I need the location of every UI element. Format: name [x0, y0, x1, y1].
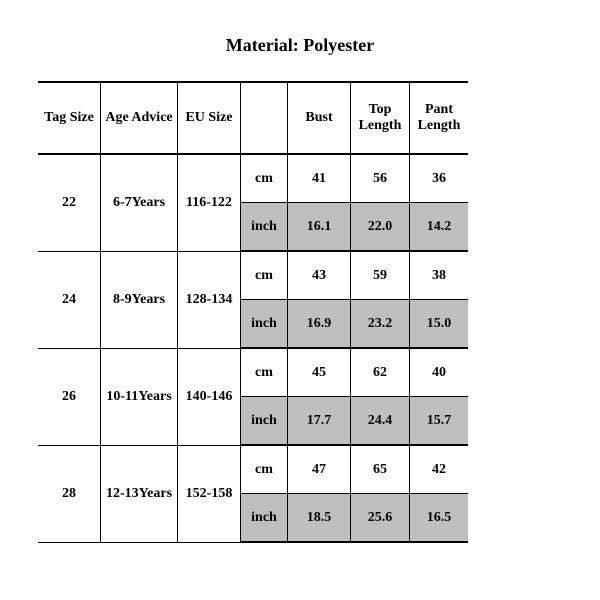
cell-pant-cm: 40	[410, 348, 469, 397]
cell-eu: 152-158	[178, 445, 241, 542]
table-row: 248-9Years128-134cm435938	[38, 251, 468, 300]
cell-age: 6-7Years	[101, 154, 178, 251]
cell-tag: 28	[38, 445, 101, 542]
cell-top-cm: 56	[351, 154, 410, 203]
cell-age: 8-9Years	[101, 251, 178, 348]
cell-unit-inch: inch	[241, 203, 288, 252]
cell-top-cm: 59	[351, 251, 410, 300]
header-eu-size: EU Size	[178, 82, 241, 154]
cell-age: 12-13Years	[101, 445, 178, 542]
cell-bust-inch: 18.5	[288, 494, 351, 543]
header-top-length: Top Length	[351, 82, 410, 154]
cell-eu: 128-134	[178, 251, 241, 348]
header-bust: Bust	[288, 82, 351, 154]
cell-top-cm: 62	[351, 348, 410, 397]
header-tag-size: Tag Size	[38, 82, 101, 154]
cell-pant-inch: 14.2	[410, 203, 469, 252]
header-age-advice: Age Advice	[101, 82, 178, 154]
cell-pant-cm: 36	[410, 154, 469, 203]
cell-bust-cm: 47	[288, 445, 351, 494]
cell-pant-inch: 15.7	[410, 397, 469, 446]
cell-age: 10-11Years	[101, 348, 178, 445]
cell-unit-cm: cm	[241, 348, 288, 397]
cell-unit-inch: inch	[241, 397, 288, 446]
cell-tag: 24	[38, 251, 101, 348]
cell-top-inch: 22.0	[351, 203, 410, 252]
cell-unit-inch: inch	[241, 300, 288, 349]
material-title: Material: Polyester	[0, 0, 600, 81]
cell-bust-cm: 45	[288, 348, 351, 397]
cell-pant-cm: 42	[410, 445, 469, 494]
cell-eu: 116-122	[178, 154, 241, 251]
cell-top-inch: 24.4	[351, 397, 410, 446]
cell-eu: 140-146	[178, 348, 241, 445]
size-table: Tag Size Age Advice EU Size Bust Top Len…	[38, 81, 468, 543]
cell-bust-cm: 43	[288, 251, 351, 300]
cell-unit-cm: cm	[241, 154, 288, 203]
table-row: 2812-13Years152-158cm476542	[38, 445, 468, 494]
cell-tag: 26	[38, 348, 101, 445]
cell-top-inch: 23.2	[351, 300, 410, 349]
cell-tag: 22	[38, 154, 101, 251]
cell-bust-inch: 16.1	[288, 203, 351, 252]
cell-unit-inch: inch	[241, 494, 288, 543]
header-row: Tag Size Age Advice EU Size Bust Top Len…	[38, 82, 468, 154]
header-unit	[241, 82, 288, 154]
cell-pant-inch: 16.5	[410, 494, 469, 543]
cell-pant-inch: 15.0	[410, 300, 469, 349]
cell-top-cm: 65	[351, 445, 410, 494]
cell-bust-inch: 17.7	[288, 397, 351, 446]
header-pant-length: Pant Length	[410, 82, 469, 154]
cell-top-inch: 25.6	[351, 494, 410, 543]
cell-bust-inch: 16.9	[288, 300, 351, 349]
cell-unit-cm: cm	[241, 445, 288, 494]
table-row: 226-7Years116-122cm415636	[38, 154, 468, 203]
table-row: 2610-11Years140-146cm456240	[38, 348, 468, 397]
cell-pant-cm: 38	[410, 251, 469, 300]
cell-bust-cm: 41	[288, 154, 351, 203]
cell-unit-cm: cm	[241, 251, 288, 300]
